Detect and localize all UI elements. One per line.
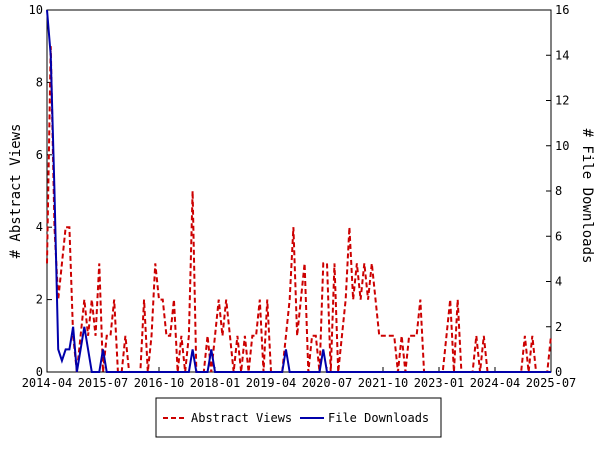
y-tick-label: 0 [36, 365, 43, 379]
y2-tick-label: 4 [555, 275, 562, 289]
y-tick-label: 4 [36, 220, 43, 234]
y-axis-label: # Abstract Views [8, 124, 24, 259]
y-tick-label: 2 [36, 293, 43, 307]
x-tick-label: 2024-04 [470, 376, 521, 390]
x-tick-label: 2020-07 [302, 376, 353, 390]
y2-tick-label: 12 [555, 94, 569, 108]
y2-tick-label: 0 [555, 365, 562, 379]
y-tick-label: 6 [36, 148, 43, 162]
y2-axis-label: # File Downloads [579, 129, 595, 264]
legend-label: File Downloads [328, 411, 429, 425]
x-tick-label: 2021-10 [358, 376, 409, 390]
x-tick-label: 2025-07 [526, 376, 577, 390]
x-tick-label: 2023-01 [414, 376, 465, 390]
x-tick-label: 2016-10 [134, 376, 185, 390]
y-tick-label: 10 [29, 3, 43, 17]
series-line [46, 9, 551, 373]
plot-frame [46, 9, 552, 373]
y2-tick-label: 10 [555, 139, 569, 153]
x-tick-label: 2019-04 [246, 376, 297, 390]
legend-label: Abstract Views [191, 411, 292, 425]
legend [155, 397, 442, 438]
y-tick-label: 8 [36, 75, 43, 89]
series-line [46, 46, 552, 373]
x-tick-label: 2014-04 [22, 376, 73, 390]
y2-tick-label: 16 [555, 3, 569, 17]
y2-tick-label: 8 [555, 184, 562, 198]
x-tick-label: 2018-01 [190, 376, 241, 390]
y2-tick-label: 14 [555, 48, 569, 62]
y2-tick-label: 2 [555, 320, 562, 334]
y2-tick-label: 6 [555, 229, 562, 243]
x-tick-label: 2015-07 [78, 376, 129, 390]
